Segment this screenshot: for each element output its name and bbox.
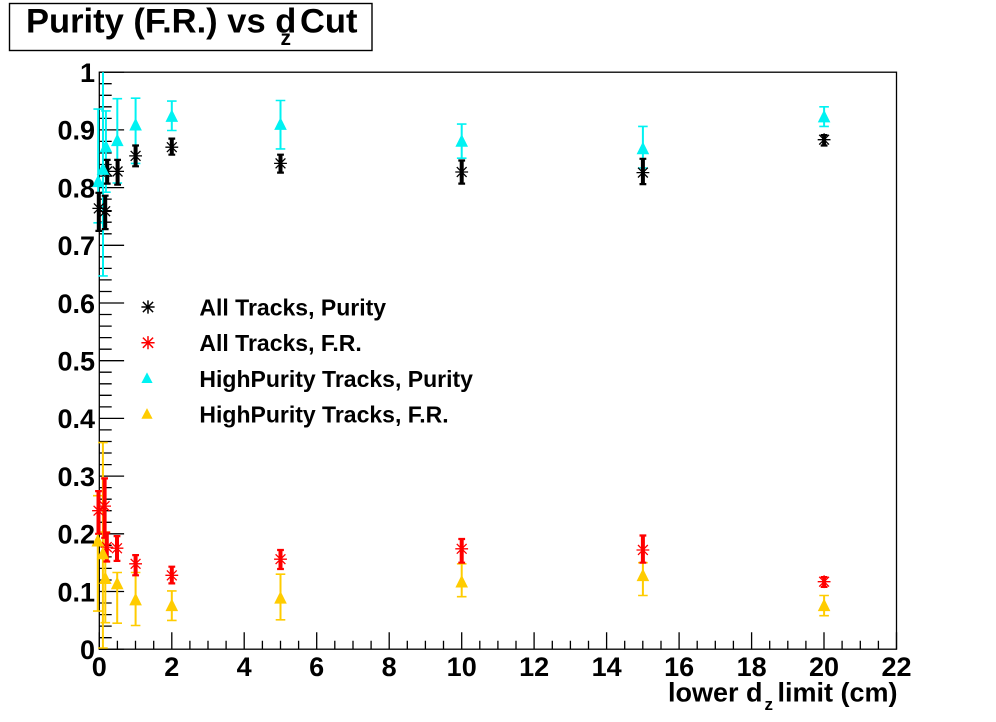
svg-text:10: 10 [447,652,477,682]
svg-text:2: 2 [164,652,179,682]
svg-text:4: 4 [237,652,252,682]
svg-text:20: 20 [809,652,839,682]
svg-text:All Tracks, F.R.: All Tracks, F.R. [199,330,361,356]
svg-text:0: 0 [80,635,95,665]
svg-text:0.2: 0.2 [57,520,95,550]
svg-text:18: 18 [737,652,767,682]
svg-text:6: 6 [309,652,324,682]
svg-text:Purity (F.R.) vs d: Purity (F.R.) vs d [26,3,296,41]
svg-text:Cut: Cut [300,3,358,41]
svg-text:z: z [765,695,774,714]
svg-text:14: 14 [592,652,622,682]
svg-text:0.8: 0.8 [57,173,95,203]
svg-text:1: 1 [80,58,95,88]
svg-text:z: z [281,27,292,50]
svg-text:limit (cm): limit (cm) [778,678,898,708]
svg-text:16: 16 [664,652,694,682]
svg-text:0.1: 0.1 [57,577,95,607]
svg-text:HighPurity Tracks, Purity: HighPurity Tracks, Purity [199,366,473,392]
svg-text:22: 22 [881,652,911,682]
svg-text:8: 8 [382,652,397,682]
svg-text:0.3: 0.3 [57,462,95,492]
svg-text:0.6: 0.6 [57,289,95,319]
svg-text:0.7: 0.7 [57,231,95,261]
svg-text:12: 12 [519,652,549,682]
svg-text:0.9: 0.9 [57,116,95,146]
svg-text:0: 0 [92,652,107,682]
svg-text:0.5: 0.5 [57,347,95,377]
svg-text:lower d: lower d [668,678,763,708]
svg-text:All Tracks, Purity: All Tracks, Purity [199,294,386,320]
svg-text:0.4: 0.4 [57,404,95,434]
svg-text:HighPurity Tracks, F.R.: HighPurity Tracks, F.R. [199,402,448,428]
